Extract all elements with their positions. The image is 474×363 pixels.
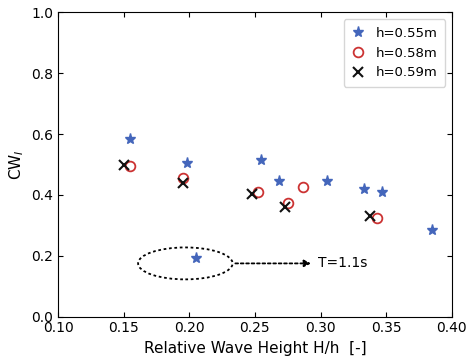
h=0.58m [285,200,291,205]
X-axis label: Relative Wave Height H/h  [-]: Relative Wave Height H/h [-] [144,341,366,356]
h=0.55m [276,179,282,183]
h=0.58m [180,176,186,180]
Line: h=0.59m: h=0.59m [119,160,375,220]
h=0.55m [324,179,330,183]
Text: T=1.1s: T=1.1s [318,256,367,270]
h=0.55m [128,137,133,142]
h=0.59m [180,181,186,185]
h=0.59m [367,213,373,218]
h=0.55m [193,256,199,260]
h=0.58m [301,184,306,189]
Y-axis label: CW$_I$: CW$_I$ [7,149,26,180]
h=0.59m [282,204,288,209]
h=0.59m [249,192,255,196]
h=0.58m [255,190,260,194]
Line: h=0.55m: h=0.55m [125,134,438,264]
h=0.55m [259,158,264,162]
Line: h=0.58m: h=0.58m [126,161,382,223]
h=0.55m [429,228,435,232]
h=0.55m [184,161,190,165]
h=0.55m [379,190,385,194]
h=0.58m [374,216,380,220]
h=0.55m [361,187,367,191]
h=0.58m [128,164,133,168]
Legend: h=0.55m, h=0.58m, h=0.59m: h=0.55m, h=0.58m, h=0.59m [344,19,445,87]
h=0.59m [121,163,127,168]
